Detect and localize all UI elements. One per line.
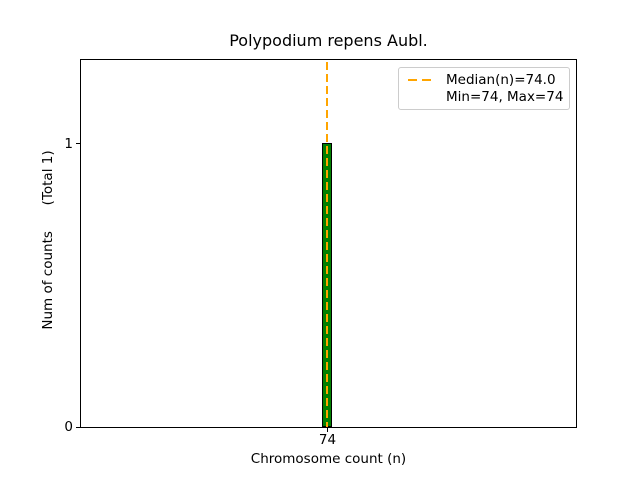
chart-title: Polypodium repens Aubl. (229, 31, 428, 50)
y-tick-mark-0 (76, 427, 80, 428)
plot-area: Median(n)=74.0 Min=74, Max=74 (80, 59, 577, 428)
y-axis-label: Num of counts (Total 1) (40, 150, 56, 330)
y-tick-label-0: 0 (64, 419, 73, 435)
legend-median-label: Median(n)=74.0 (446, 71, 556, 88)
legend-entry-minmax: Min=74, Max=74 (408, 88, 564, 106)
x-tick-label-74: 74 (318, 432, 337, 448)
dashed-line-icon (408, 79, 436, 81)
x-axis-label: Chromosome count (n) (250, 451, 407, 467)
legend-swatch-spacer (408, 96, 436, 98)
legend-minmax-label: Min=74, Max=74 (446, 88, 564, 105)
y-tick-label-1: 1 (64, 136, 73, 152)
legend-entry-median: Median(n)=74.0 (408, 72, 561, 89)
median-line (326, 62, 328, 427)
y-tick-mark-1 (76, 143, 80, 144)
x-tick-mark-74 (327, 428, 328, 432)
legend: Median(n)=74.0 Min=74, Max=74 (398, 67, 570, 110)
